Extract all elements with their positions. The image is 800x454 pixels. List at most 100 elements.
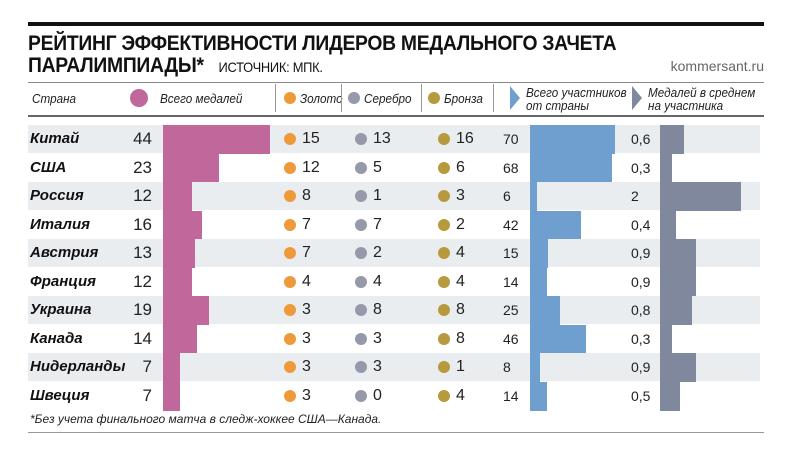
country-name: Китай [30,130,80,147]
participants-bar [530,296,561,325]
bronze-dot-icon [438,275,450,288]
header-country: Страна [32,91,77,106]
average-value: 0,6 [631,131,651,147]
silver-legend-icon [348,92,360,104]
total-value: 19 [133,300,152,319]
total-value: 12 [133,271,152,291]
total-value: 16 [133,214,152,234]
gold-value: 12 [302,158,320,176]
average-legend-icon [632,86,642,110]
bronze-value: 4 [456,244,465,261]
country-name: Швеция [30,386,90,404]
average-value: 0,8 [631,302,651,318]
separator [493,84,494,112]
gold-value: 3 [302,301,311,318]
participants-value: 8 [503,359,511,375]
country-name: Канада [30,329,83,347]
silver-dot-icon [355,133,367,145]
silver-value: 13 [373,130,391,147]
bronze-value: 1 [456,358,465,375]
bronze-dot-icon [438,190,450,202]
participants-bar [530,324,586,354]
country-name: Нидерланды [30,358,126,375]
bronze-dot-icon [438,304,450,316]
average-value: 0,4 [631,216,651,233]
total-bar [163,296,210,325]
participants-value: 14 [503,273,519,290]
header-silver: Серебро [364,91,412,106]
bronze-dot-icon [438,361,450,373]
total-value: 13 [133,243,152,262]
average-value: 0,9 [631,273,651,290]
gold-legend-icon [284,92,296,104]
top-rule [28,22,764,26]
average-value: 2 [631,188,639,204]
total-value: 7 [142,357,152,376]
silver-dot-icon [355,190,367,202]
silver-value: 0 [373,386,382,404]
gold-value: 7 [302,215,311,233]
average-bar [660,153,673,183]
bronze-dot-icon [438,332,450,345]
total-value: 14 [133,328,152,348]
gold-dot-icon [284,332,296,345]
average-bar [660,353,697,382]
header-gold: Золото [300,91,343,106]
average-value: 0,9 [631,245,651,261]
average-value: 0,3 [631,159,651,176]
total-bar [163,153,219,183]
gold-dot-icon [284,247,296,259]
silver-dot-icon [355,304,367,316]
silver-dot-icon [355,247,367,259]
gold-dot-icon [284,133,296,145]
bottom-rule [28,432,764,433]
silver-dot-icon [355,218,367,231]
participants-value: 25 [503,302,519,318]
gold-value: 4 [302,272,311,290]
participants-value: 14 [503,387,519,404]
average-bar [660,267,697,297]
header-bottom-rule [28,115,764,117]
gold-dot-icon [284,361,296,373]
bronze-value: 3 [456,187,465,204]
bronze-dot-icon [438,218,450,231]
country-name: Франция [30,272,96,290]
silver-dot-icon [355,361,367,373]
average-bar [660,239,697,268]
average-bar [660,210,677,240]
country-name: Италия [30,215,90,233]
header-participants-1: Всего участников [526,85,627,100]
total-legend-icon [130,89,148,107]
participants-value: 68 [503,159,519,176]
bronze-legend-icon [428,92,440,104]
source: ИСТОЧНИК: МПК. [218,59,323,75]
average-value: 0,5 [631,387,651,404]
silver-value: 8 [373,301,382,318]
total-bar [163,239,195,268]
header-average-1: Медалей в среднем [648,85,756,100]
average-bar [660,182,741,211]
row-shade [28,353,760,381]
participants-value: 15 [503,245,519,261]
header-top-rule [28,82,764,83]
participants-value: 42 [503,216,519,233]
participants-bar [530,381,547,411]
row-shade [28,182,760,210]
total-value: 23 [133,157,152,177]
separator [421,84,422,112]
gold-dot-icon [284,190,296,202]
participants-value: 6 [503,188,511,204]
header-bronze: Бронза [444,91,483,106]
participants-value: 46 [503,330,519,347]
title-line-1: РЕЙТИНГ ЭФФЕКТИВНОСТИ ЛИДЕРОВ МЕДАЛЬНОГО… [28,32,617,55]
gold-dot-icon [284,304,296,316]
average-bar [660,324,673,354]
silver-dot-icon [355,275,367,288]
gold-dot-icon [284,161,296,174]
participants-bar [530,153,613,183]
total-value: 44 [133,129,152,148]
header-participants-2: от страны [526,98,590,113]
header-average-2: на участника [648,98,724,113]
total-bar [163,324,198,354]
